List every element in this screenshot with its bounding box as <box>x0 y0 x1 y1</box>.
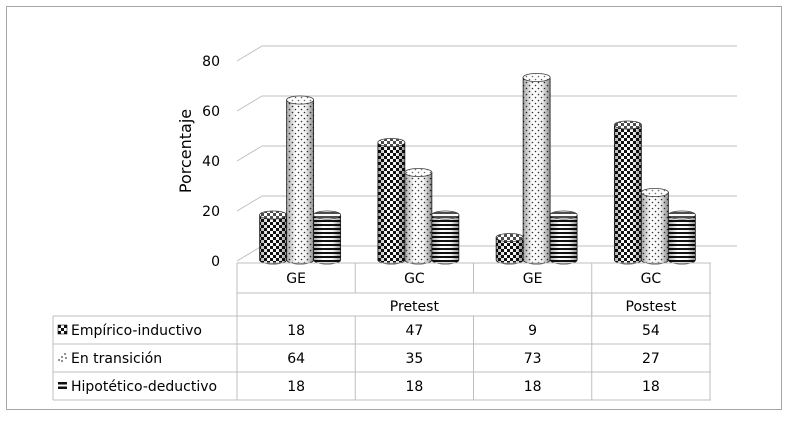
y-tick-label: 40 <box>202 154 220 170</box>
data-value: 47 <box>405 323 423 339</box>
legend-label: Empírico-inductivo <box>71 323 202 339</box>
legend-label: Hipotético-deductivo <box>71 379 217 395</box>
legend-icon-dotted <box>58 353 67 362</box>
data-value: 18 <box>287 379 305 395</box>
bar-hipot-tico-deductivo-3 <box>667 210 696 265</box>
data-value: 35 <box>405 351 423 367</box>
category-label: GE <box>286 271 306 287</box>
legend-icon-stripes <box>58 382 67 389</box>
bar-hipot-tico-deductivo-0 <box>313 210 342 265</box>
data-value: 54 <box>642 323 660 339</box>
y-tick-label: 20 <box>202 204 220 220</box>
data-value: 73 <box>524 351 542 367</box>
group-label: Pretest <box>390 299 440 315</box>
bar-emp-rico-inductivo-2 <box>495 233 524 265</box>
data-table: GE GC GE GC Pretest Postest Empírico-inductivo… <box>52 262 711 401</box>
y-tick-label: 80 <box>202 54 220 70</box>
bar-emp-rico-inductivo-3 <box>613 120 642 265</box>
y-tick-label: 0 <box>211 254 220 270</box>
y-tick-label: 60 <box>202 104 220 120</box>
bar-emp-rico-inductivo-0 <box>259 210 288 265</box>
bar-en-transici-n-2 <box>522 73 551 265</box>
y-axis-title: Porcentaje <box>176 109 195 193</box>
gridline-depth <box>236 145 263 162</box>
category-label: GE <box>523 271 543 287</box>
data-value: 27 <box>642 351 660 367</box>
data-value: 18 <box>642 379 660 395</box>
gridline-depth <box>236 95 263 112</box>
data-value: 9 <box>528 323 537 339</box>
data-value: 18 <box>524 379 542 395</box>
category-label: GC <box>641 271 662 287</box>
gridline-depth <box>236 195 263 212</box>
data-value: 64 <box>287 351 305 367</box>
y-axis: 0 20 40 60 80 Porcentaje <box>176 54 220 270</box>
bar-hipot-tico-deductivo-1 <box>431 210 460 265</box>
legend-label: En transición <box>71 351 162 367</box>
data-value: 18 <box>287 323 305 339</box>
bar-hipot-tico-deductivo-2 <box>549 210 578 265</box>
legend-icon-checkerboard <box>57 324 68 335</box>
bar-emp-rico-inductivo-1 <box>377 138 406 265</box>
bar-en-transici-n-3 <box>640 188 669 265</box>
bar-en-transici-n-0 <box>286 95 315 265</box>
data-value: 18 <box>405 379 423 395</box>
category-label: GC <box>404 271 425 287</box>
bars <box>259 73 696 265</box>
bar-en-transici-n-1 <box>404 168 433 265</box>
gridline-depth <box>236 245 263 262</box>
gridline-depth <box>236 45 263 62</box>
group-label: Postest <box>626 299 677 315</box>
